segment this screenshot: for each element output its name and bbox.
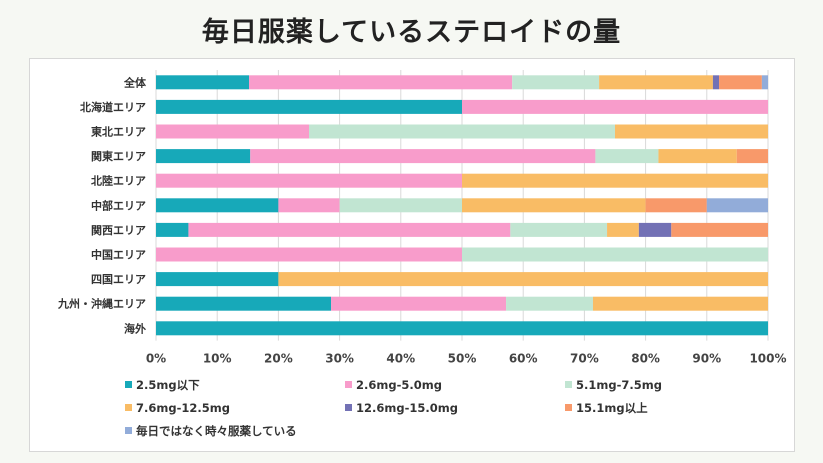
- x-tick-label: 50%: [448, 352, 477, 366]
- bar-segment: [607, 222, 639, 237]
- legend-swatch: [565, 381, 572, 388]
- page-title: 毎日服薬しているステロイドの量: [201, 17, 622, 48]
- bar-segment: [278, 198, 340, 213]
- bar-segment: [156, 272, 279, 287]
- x-tick-label: 10%: [203, 352, 232, 366]
- bar-segment: [719, 75, 762, 90]
- y-category-label: 中国エリア: [91, 248, 146, 262]
- bar-segment: [658, 149, 737, 164]
- x-tick-label: 70%: [570, 352, 599, 366]
- bar-segment: [462, 198, 646, 213]
- x-tick-label: 40%: [386, 352, 415, 366]
- x-tick-label: 0%: [146, 352, 166, 366]
- legend-swatch: [125, 404, 132, 411]
- bar-segment: [615, 124, 768, 139]
- legend-label: 5.1mg-7.5mg: [576, 378, 662, 392]
- y-category-label: 北海道エリア: [80, 100, 146, 114]
- bar-segment: [156, 321, 768, 336]
- bar-segment: [156, 222, 189, 237]
- legend-swatch: [125, 427, 132, 434]
- legend-label: 12.6mg-15.0mg: [356, 401, 458, 415]
- legend-label: 2.5mg以下: [136, 378, 200, 392]
- bar-segment: [250, 149, 596, 164]
- y-category-label: 海外: [124, 321, 146, 335]
- bar-segment: [706, 198, 768, 213]
- bar-segment: [512, 75, 600, 90]
- x-tick-label: 60%: [509, 352, 538, 366]
- y-category-label: 全体: [123, 75, 147, 89]
- legend-swatch: [345, 381, 352, 388]
- bar-segment: [510, 222, 608, 237]
- bar-segment: [599, 75, 713, 90]
- bar-segment: [462, 99, 768, 114]
- bar-segment: [156, 296, 332, 311]
- bar-segment: [761, 75, 768, 90]
- bar-segment: [462, 247, 768, 262]
- bar-segment: [645, 198, 707, 213]
- legend-label: 15.1mg以上: [576, 401, 648, 415]
- x-tick-label: 90%: [692, 352, 721, 366]
- legend-swatch: [125, 381, 132, 388]
- y-category-label: 四国エリア: [91, 273, 146, 286]
- bar-segment: [462, 173, 768, 188]
- y-category-label: 関東エリア: [91, 149, 146, 163]
- x-tick-label: 100%: [749, 352, 786, 366]
- y-category-label: 東北エリア: [91, 125, 146, 139]
- y-category-label: 関西エリア: [91, 224, 146, 237]
- bar-segment: [331, 296, 507, 311]
- bar-segment: [671, 222, 768, 237]
- bar-segment: [156, 149, 251, 164]
- bar-segment: [249, 75, 513, 90]
- y-category-label: 北陸エリア: [91, 174, 146, 188]
- bar-segment: [156, 99, 462, 114]
- x-tick-label: 20%: [264, 352, 293, 366]
- bar-segment: [188, 222, 511, 237]
- bar-segment: [595, 149, 659, 164]
- legend-swatch: [565, 404, 572, 411]
- bar-segment: [592, 296, 768, 311]
- bar-segment: [156, 75, 250, 90]
- bar-segment: [156, 124, 309, 139]
- y-category-label: 中部エリア: [91, 198, 146, 212]
- legend-label: 2.6mg-5.0mg: [356, 378, 442, 392]
- bar-segment: [156, 173, 462, 188]
- bar-segment: [712, 75, 720, 90]
- legend-swatch: [345, 404, 352, 411]
- bar-segment: [638, 222, 672, 237]
- bar-segment: [736, 149, 768, 164]
- y-category-label: 九州・沖縄エリア: [57, 297, 146, 311]
- bar-segment: [339, 198, 462, 213]
- bar-segment: [156, 247, 462, 262]
- legend-label: 7.6mg-12.5mg: [136, 401, 230, 415]
- bar-segment: [156, 198, 279, 213]
- x-tick-label: 30%: [325, 352, 354, 366]
- bar-segment: [309, 124, 615, 139]
- legend-label: 毎日ではなく時々服薬している: [136, 424, 297, 438]
- bar-segment: [278, 272, 768, 287]
- x-tick-label: 80%: [631, 352, 660, 366]
- bar-segment: [506, 296, 593, 311]
